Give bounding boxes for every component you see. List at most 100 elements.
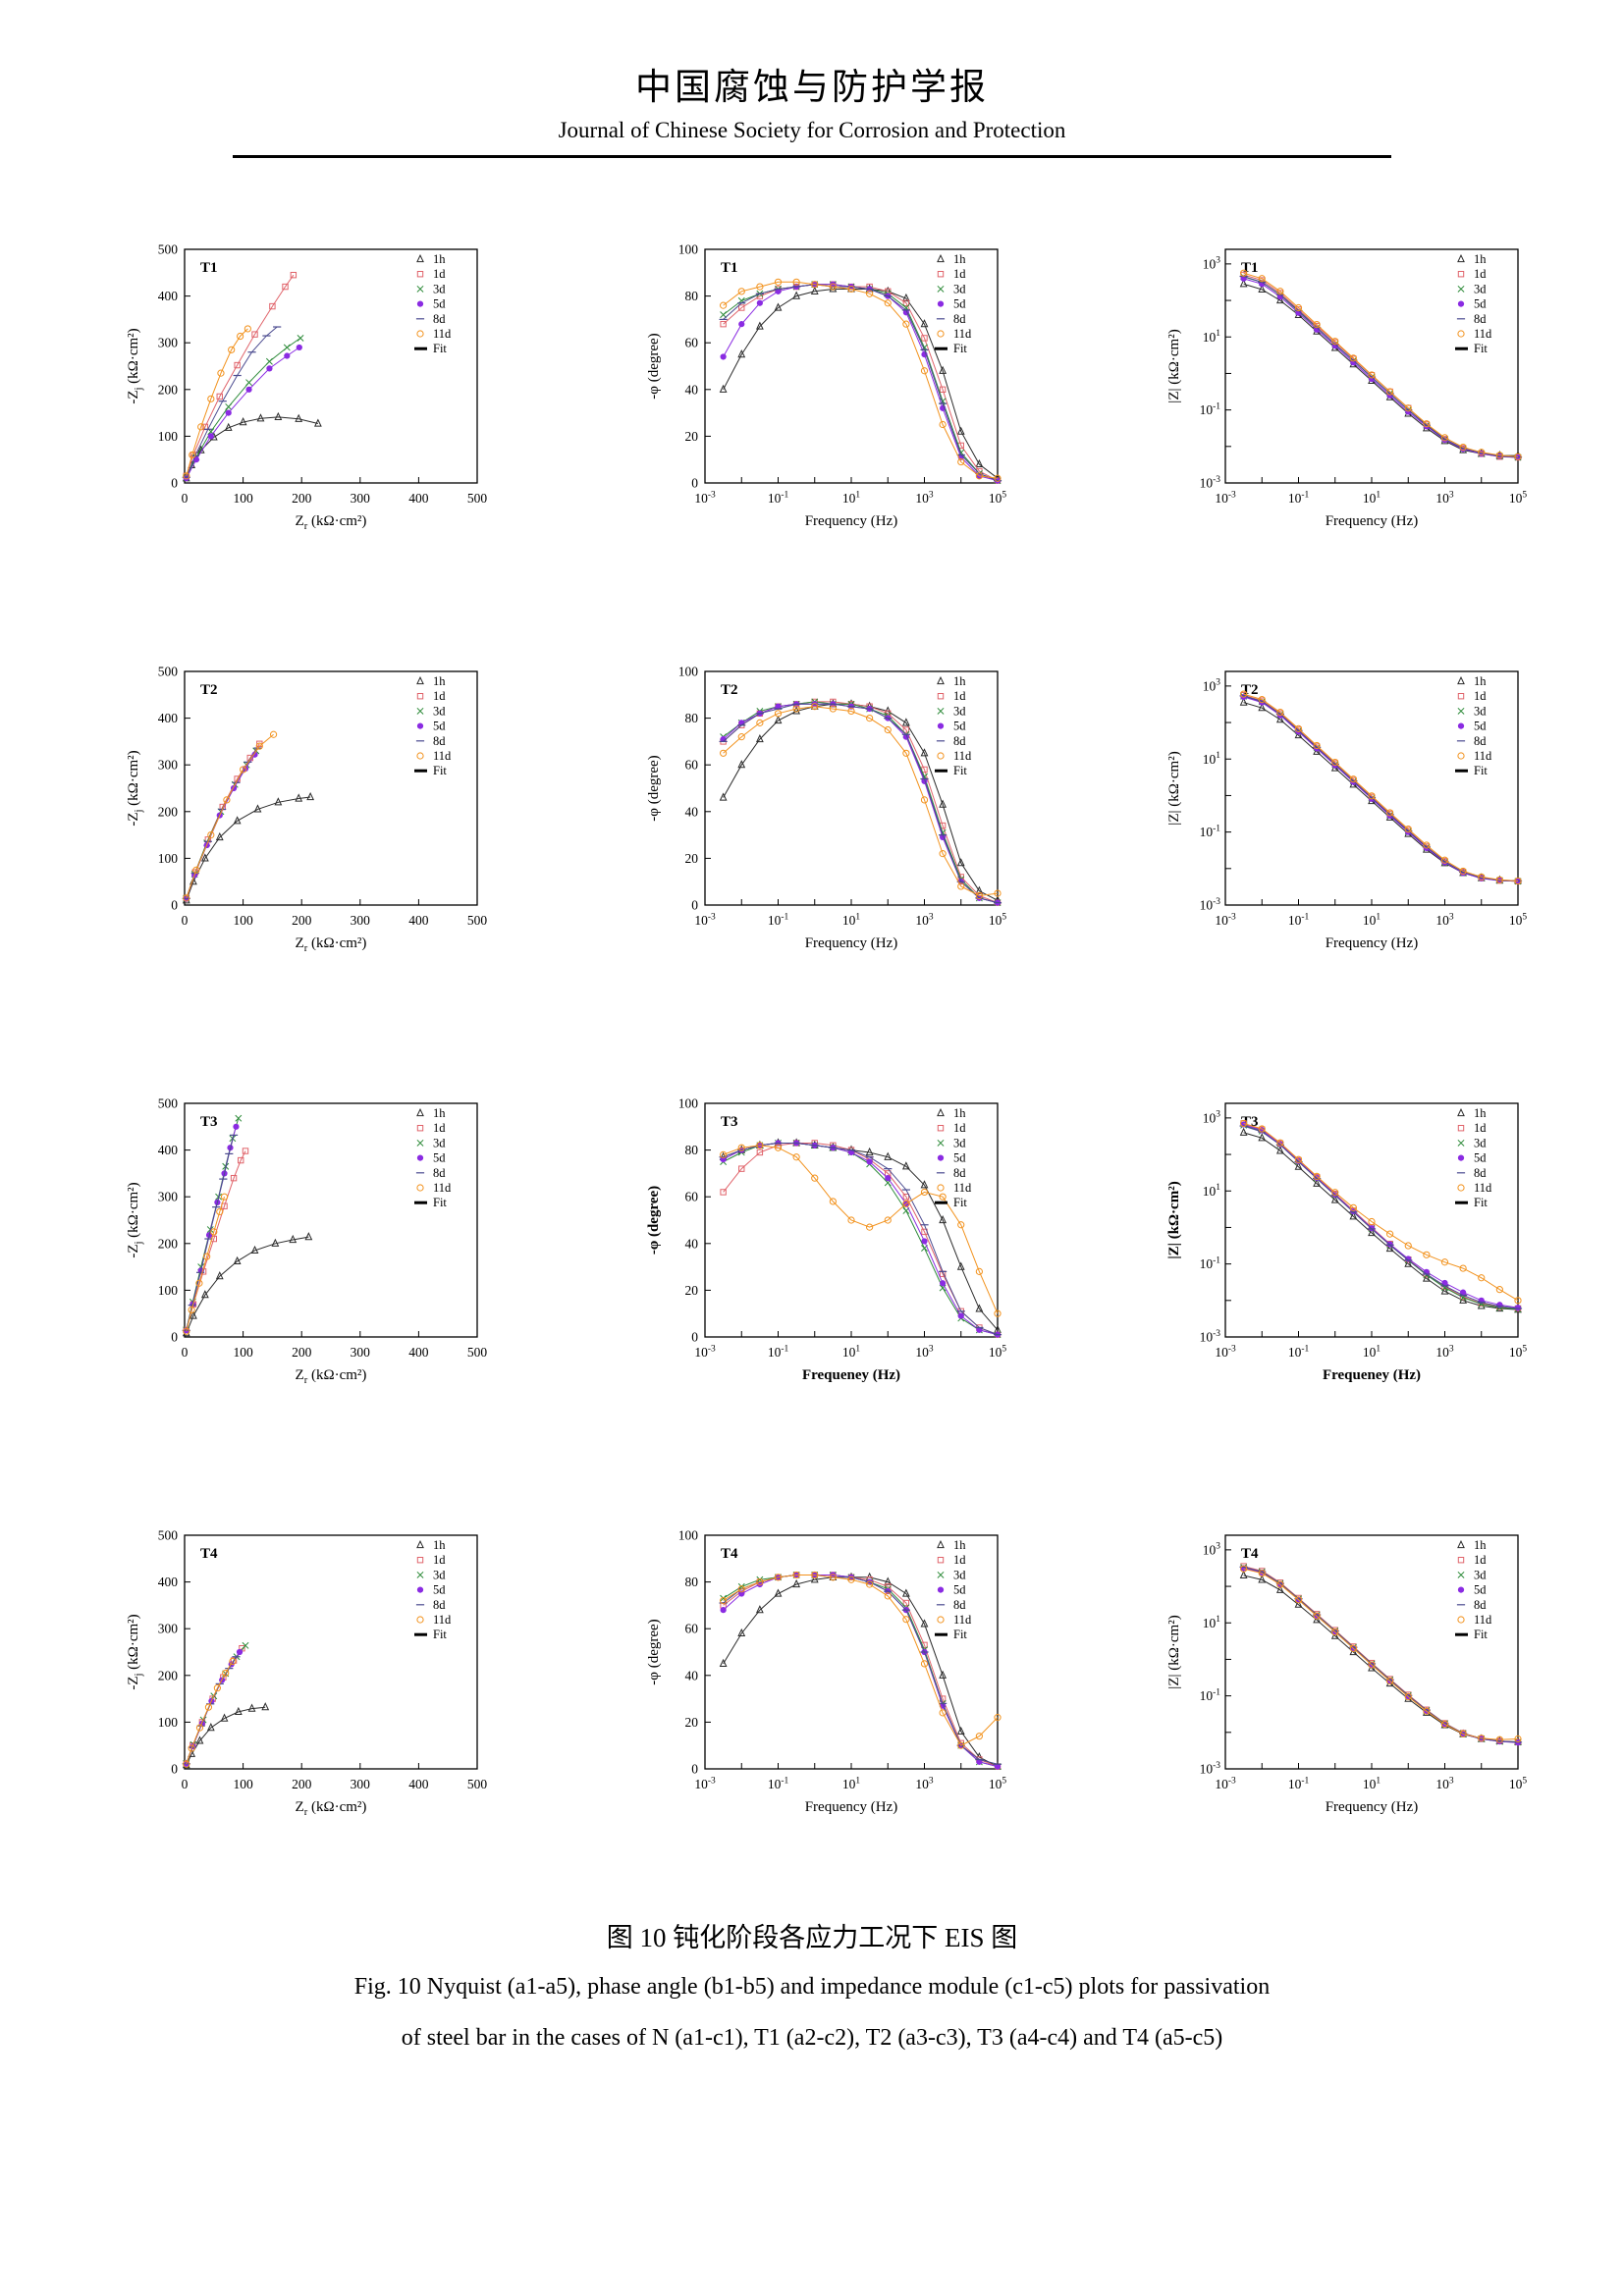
- svg-text:10-3: 10-3: [1215, 1344, 1236, 1360]
- svg-text:500: 500: [158, 1528, 179, 1543]
- svg-text:1d: 1d: [433, 1121, 446, 1135]
- svg-text:T4: T4: [1241, 1546, 1259, 1562]
- svg-text:10-1: 10-1: [1288, 490, 1310, 506]
- svg-text:5d: 5d: [433, 1583, 446, 1597]
- svg-text:11d: 11d: [433, 327, 452, 341]
- chart-t3-nyquist: 0 100 200 300 400 500 0 100 200 300 400 500 Zr (kΩ·c…: [110, 1088, 532, 1404]
- svg-text:3d: 3d: [1474, 704, 1487, 718]
- svg-text:1d: 1d: [953, 267, 966, 281]
- svg-text:105: 105: [1509, 490, 1528, 506]
- svg-text:100: 100: [233, 1777, 253, 1791]
- svg-text:Fit: Fit: [953, 1628, 967, 1641]
- svg-text:100: 100: [233, 491, 253, 506]
- svg-text:10-3: 10-3: [1200, 1329, 1221, 1345]
- svg-text:3d: 3d: [953, 704, 966, 718]
- svg-text:300: 300: [351, 913, 371, 928]
- svg-text:8d: 8d: [953, 312, 966, 326]
- svg-text:10-1: 10-1: [1288, 1776, 1310, 1791]
- svg-text:100: 100: [158, 1283, 179, 1298]
- svg-text:40: 40: [685, 804, 699, 819]
- chart-t2-nyquist: 0 100 200 300 400 500 0 100 200 300 400 500 Zr (kΩ·c…: [110, 656, 532, 972]
- svg-text:60: 60: [685, 1622, 699, 1636]
- svg-text:-φ (degree): -φ (degree): [646, 1186, 662, 1255]
- svg-text:1h: 1h: [1474, 1538, 1487, 1552]
- figure-caption-zh: 图 10 钝化阶段各应力工况下 EIS 图: [606, 1923, 1018, 1952]
- svg-text:100: 100: [158, 1715, 179, 1730]
- svg-text:10-3: 10-3: [694, 490, 716, 506]
- svg-text:0: 0: [182, 491, 189, 506]
- svg-text:103: 103: [1203, 256, 1221, 272]
- svg-text:10-1: 10-1: [768, 912, 789, 928]
- svg-text:1d: 1d: [1474, 689, 1487, 703]
- page-header: 中国腐蚀与防护学报 Journal of Chinese Society for…: [0, 57, 1624, 158]
- svg-text:Fit: Fit: [953, 764, 967, 777]
- svg-text:T3: T3: [721, 1114, 738, 1130]
- svg-text:11d: 11d: [1474, 1613, 1492, 1627]
- svg-text:11d: 11d: [953, 749, 972, 763]
- svg-text:-φ (degree): -φ (degree): [646, 755, 662, 821]
- svg-text:103: 103: [1435, 1344, 1454, 1360]
- svg-text:500: 500: [467, 1777, 488, 1791]
- chart-t3-phase: 10-3 10-1 101 103 105 0 20 40 60 80 100 Frequeney (…: [630, 1088, 1053, 1404]
- svg-text:Frequency (Hz): Frequency (Hz): [1326, 513, 1419, 529]
- svg-text:101: 101: [1363, 1344, 1381, 1360]
- figure-caption-en-line2: of steel bar in the cases of N (a1-c1), …: [401, 2025, 1223, 2052]
- svg-text:3d: 3d: [953, 1136, 966, 1149]
- svg-text:101: 101: [1203, 1183, 1221, 1199]
- svg-text:8d: 8d: [953, 1166, 966, 1180]
- chart-t3-module: 10-3 10-1 101 103 105 10-3 10-1 101 103 Frequeney…: [1151, 1088, 1573, 1404]
- svg-text:Fit: Fit: [1474, 342, 1488, 355]
- svg-text:5d: 5d: [1474, 1151, 1487, 1165]
- svg-text:1h: 1h: [433, 252, 446, 266]
- svg-text:0: 0: [691, 1762, 698, 1777]
- svg-text:Zr (kΩ·cm²): Zr (kΩ·cm²): [296, 1367, 367, 1386]
- svg-text:1h: 1h: [953, 1106, 966, 1120]
- svg-text:80: 80: [685, 1575, 699, 1589]
- svg-text:1h: 1h: [1474, 1106, 1487, 1120]
- svg-text:Frequency (Hz): Frequency (Hz): [1326, 1799, 1419, 1815]
- svg-text:40: 40: [685, 382, 699, 397]
- svg-text:200: 200: [158, 1668, 179, 1682]
- svg-text:5d: 5d: [1474, 297, 1487, 311]
- svg-text:T1: T1: [721, 260, 738, 276]
- svg-text:-φ (degree): -φ (degree): [646, 333, 662, 399]
- svg-text:105: 105: [989, 912, 1007, 928]
- svg-text:10-3: 10-3: [694, 912, 716, 928]
- svg-text:5d: 5d: [953, 1583, 966, 1597]
- svg-text:103: 103: [915, 912, 934, 928]
- svg-text:0: 0: [691, 476, 698, 491]
- chart-t2-module: 10-3 10-1 101 103 105 10-3 10-1 101 103 Frequency…: [1151, 656, 1573, 972]
- svg-text:8d: 8d: [1474, 734, 1487, 748]
- svg-text:Fit: Fit: [433, 764, 447, 777]
- svg-text:80: 80: [685, 711, 699, 725]
- svg-text:5d: 5d: [953, 720, 966, 733]
- svg-text:Fit: Fit: [1474, 1628, 1488, 1641]
- svg-text:400: 400: [408, 1345, 429, 1360]
- svg-text:101: 101: [842, 490, 861, 506]
- svg-text:300: 300: [158, 336, 179, 350]
- svg-text:10-3: 10-3: [1215, 912, 1236, 928]
- figure-caption-en-line1: Fig. 10 Nyquist (a1-a5), phase angle (b1…: [353, 1974, 1271, 2000]
- svg-text:Frequeney (Hz): Frequeney (Hz): [1323, 1367, 1421, 1383]
- svg-text:Fit: Fit: [1474, 764, 1488, 777]
- svg-text:0: 0: [182, 1777, 189, 1791]
- svg-text:5d: 5d: [953, 297, 966, 311]
- svg-text:Fit: Fit: [953, 1196, 967, 1209]
- svg-text:11d: 11d: [433, 1613, 452, 1627]
- svg-text:100: 100: [678, 665, 699, 679]
- svg-text:101: 101: [842, 1344, 861, 1360]
- svg-text:103: 103: [915, 490, 934, 506]
- svg-text:1h: 1h: [433, 1538, 446, 1552]
- svg-text:3d: 3d: [1474, 282, 1487, 295]
- svg-text:1d: 1d: [953, 1121, 966, 1135]
- svg-text:100: 100: [158, 851, 179, 866]
- svg-text:100: 100: [678, 242, 699, 257]
- svg-text:105: 105: [1509, 912, 1528, 928]
- svg-text:3d: 3d: [953, 282, 966, 295]
- svg-text:500: 500: [158, 242, 179, 257]
- svg-text:10-3: 10-3: [1200, 1761, 1221, 1777]
- svg-text:3d: 3d: [1474, 1568, 1487, 1581]
- chart-t4-phase: 10-3 10-1 101 103 105 0 20 40 60 80 100 Frequency (…: [630, 1520, 1053, 1836]
- svg-text:40: 40: [685, 1236, 699, 1251]
